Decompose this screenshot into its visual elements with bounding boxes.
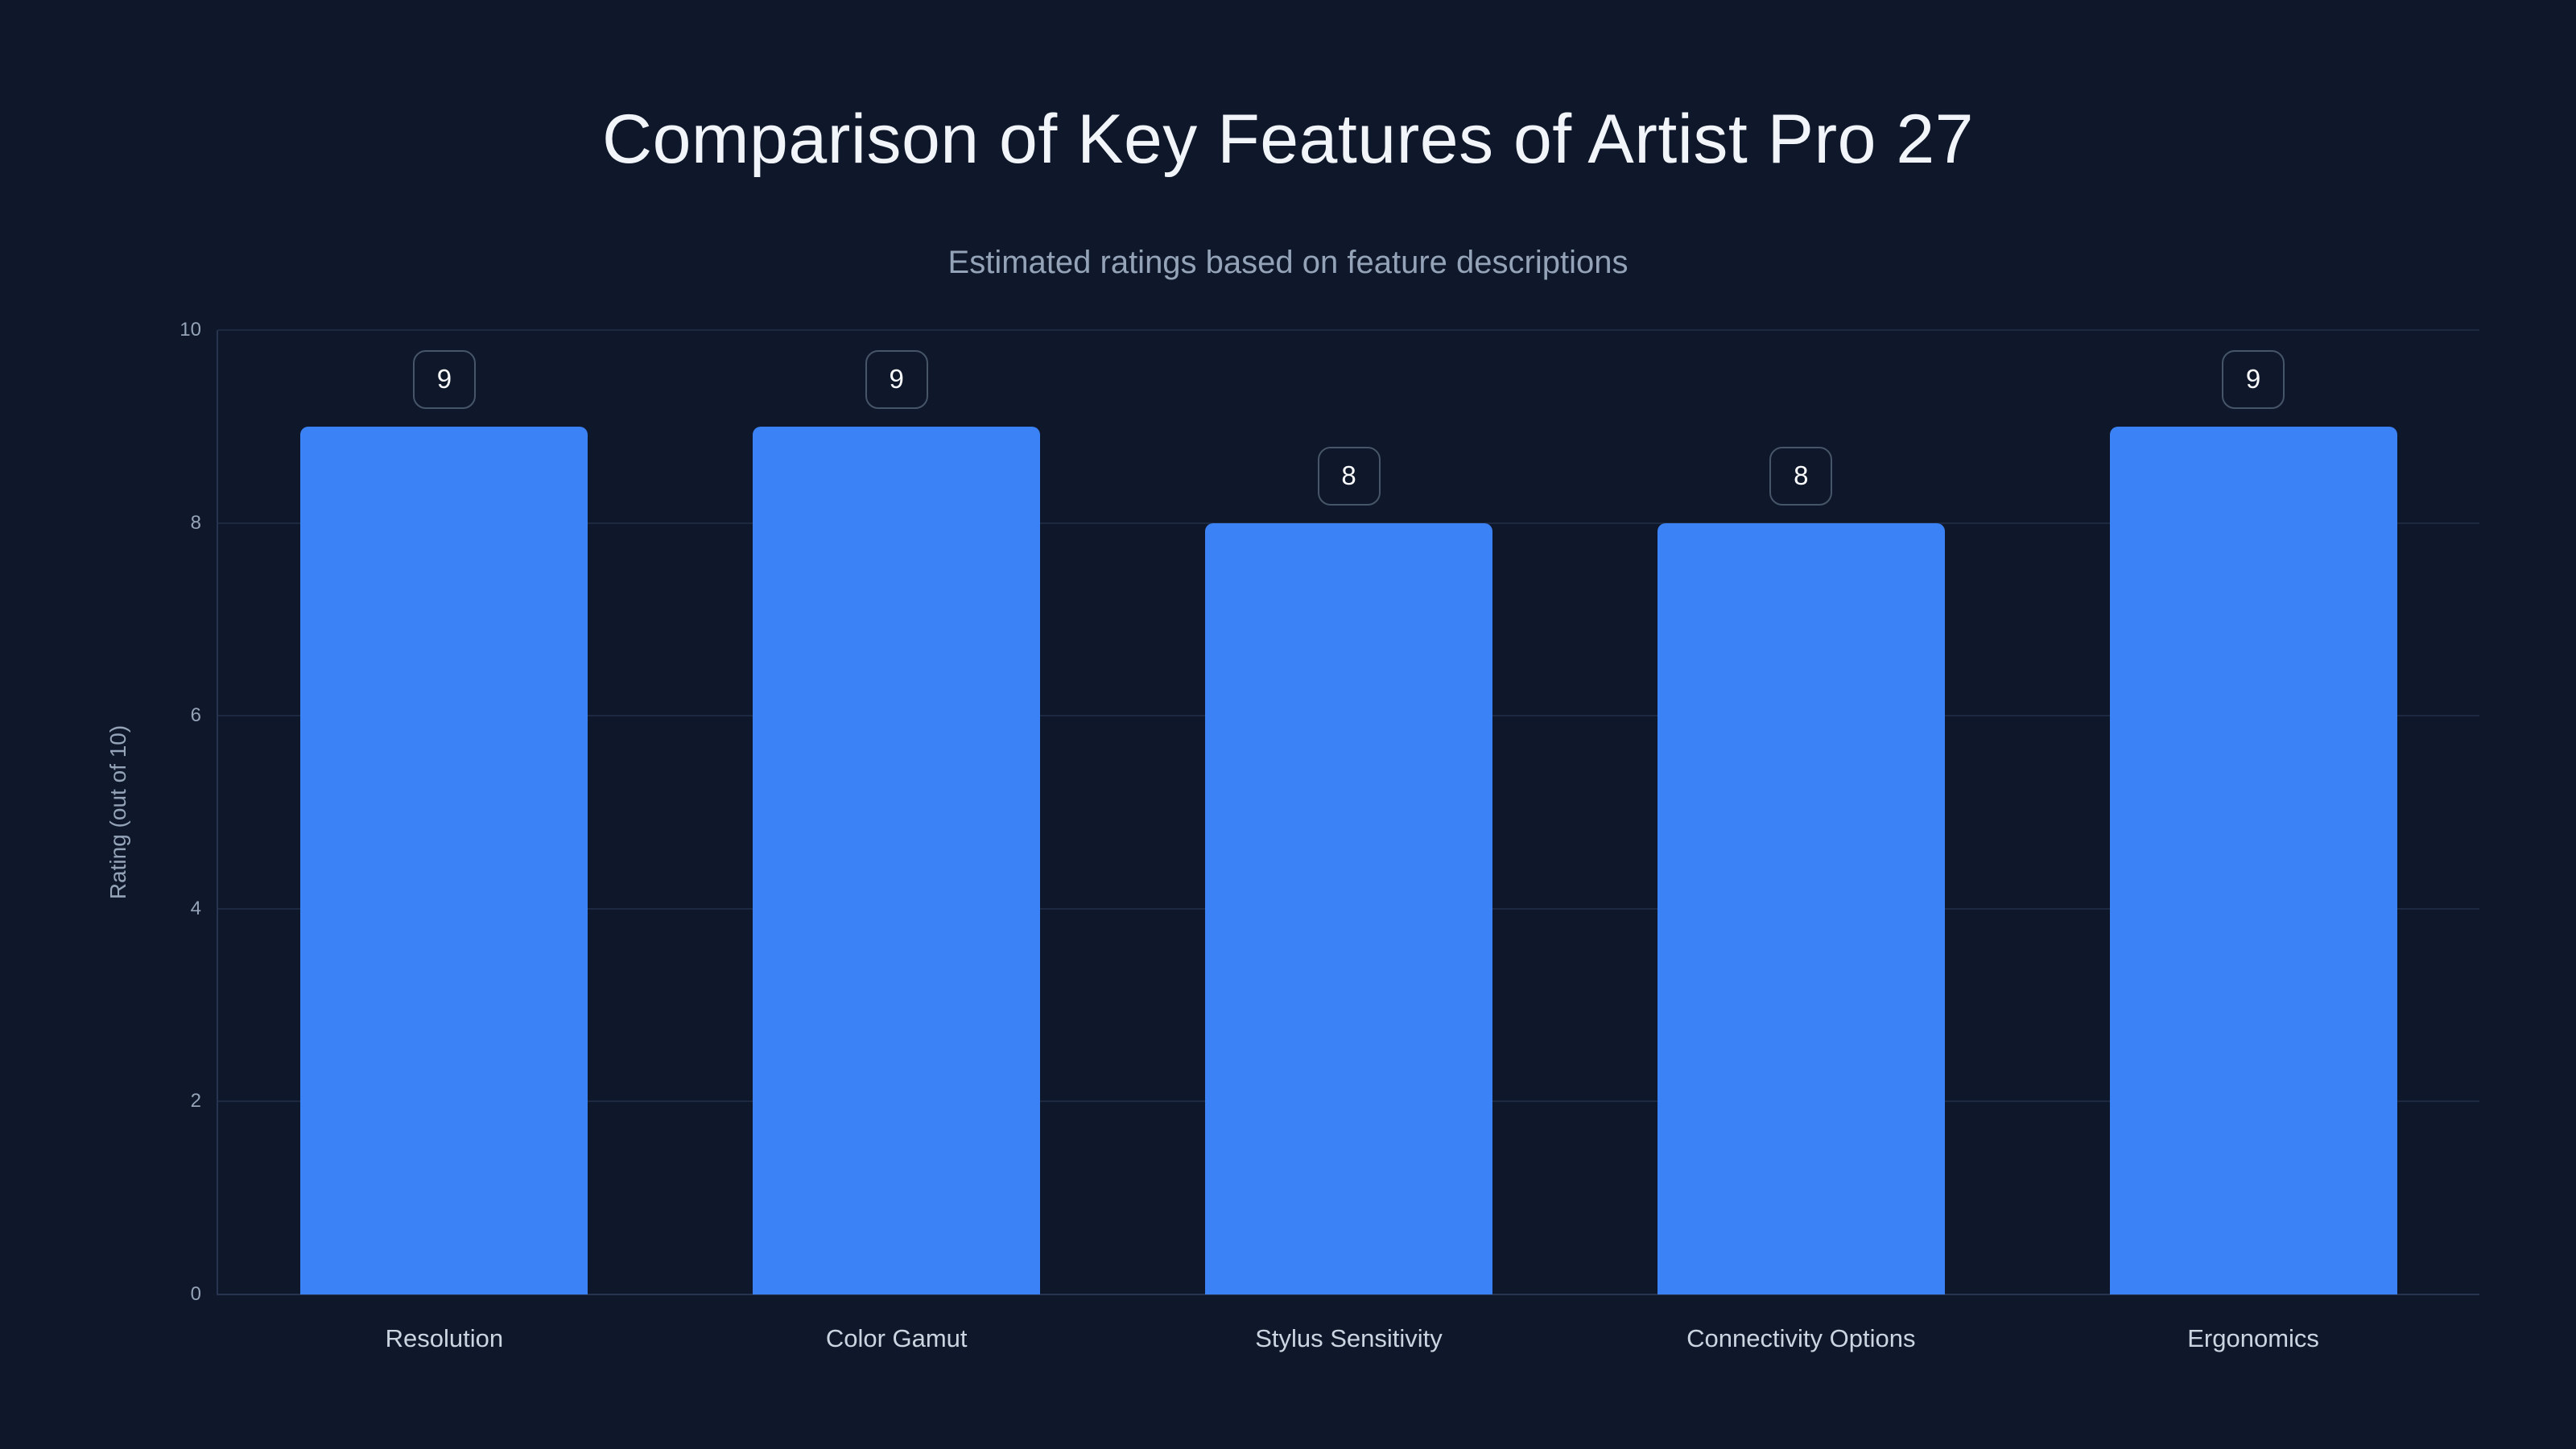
x-axis-line bbox=[217, 1294, 2479, 1295]
x-axis-label-resolution: Resolution bbox=[385, 1324, 504, 1352]
value-badge-ergonomics: 9 bbox=[2222, 349, 2285, 409]
y-tick-label-8: 8 bbox=[190, 511, 201, 534]
y-tick-label-10: 10 bbox=[180, 319, 201, 341]
value-badge-resolution: 9 bbox=[412, 349, 476, 409]
chart-title: Comparison of Key Features of Artist Pro… bbox=[601, 101, 1975, 178]
value-badge-color-gamut: 9 bbox=[865, 349, 928, 409]
bar-color-gamut bbox=[753, 426, 1041, 1294]
x-axis-label-stylus-sensitivity: Stylus Sensitivity bbox=[1255, 1324, 1443, 1352]
bar-ergonomics bbox=[2109, 426, 2397, 1294]
chart-subtitle: Estimated ratings based on feature descr… bbox=[947, 245, 1629, 280]
value-badge-connectivity-options: 8 bbox=[1769, 446, 1833, 506]
bar-connectivity-options bbox=[1657, 522, 1945, 1294]
y-tick-label-6: 6 bbox=[190, 704, 201, 727]
x-axis-label-color-gamut: Color Gamut bbox=[825, 1324, 968, 1352]
x-axis-label-connectivity-options: Connectivity Options bbox=[1686, 1324, 1916, 1352]
y-axis-line bbox=[217, 330, 218, 1294]
value-badge-stylus-sensitivity: 8 bbox=[1317, 446, 1381, 506]
y-axis-title: Rating (out of 10) bbox=[105, 724, 130, 900]
y-tick-label-4: 4 bbox=[190, 897, 201, 919]
y-tick-label-0: 0 bbox=[190, 1283, 201, 1305]
bar-stylus-sensitivity bbox=[1205, 522, 1492, 1294]
bar-resolution bbox=[300, 426, 588, 1294]
gridline-y-10 bbox=[218, 329, 2479, 331]
x-axis-label-ergonomics: Ergonomics bbox=[2187, 1324, 2319, 1352]
y-tick-label-2: 2 bbox=[190, 1090, 201, 1113]
